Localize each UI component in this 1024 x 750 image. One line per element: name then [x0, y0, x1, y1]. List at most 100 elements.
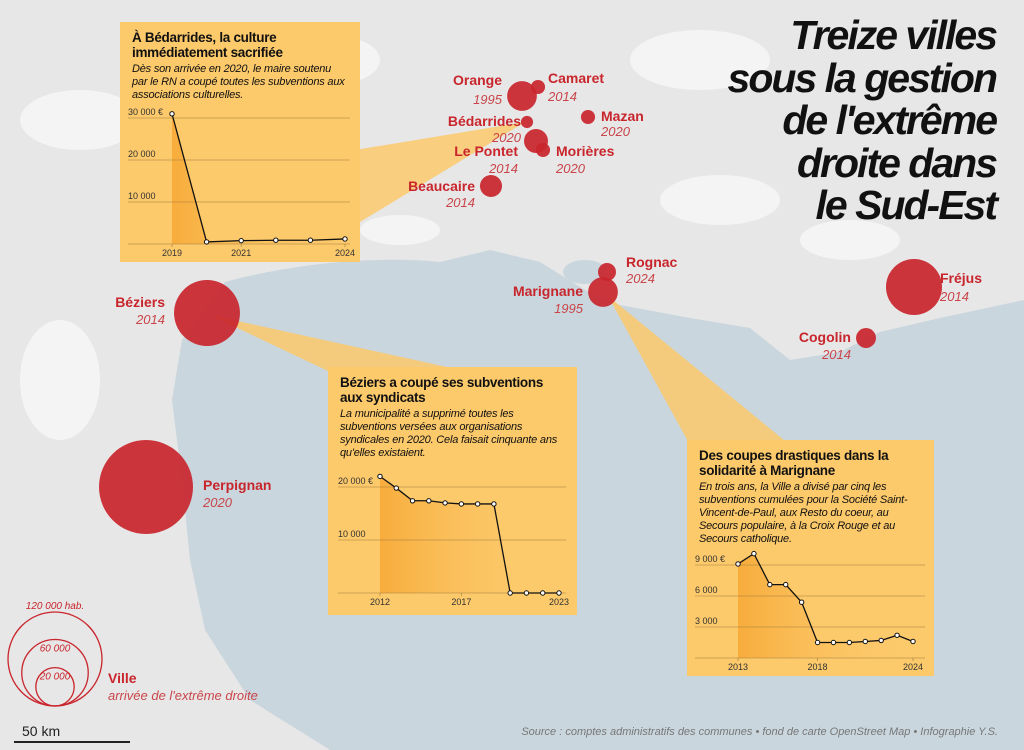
data-point — [474, 501, 481, 507]
city-year: 2020 — [555, 161, 586, 176]
y-tick-label: 6 000 — [695, 585, 718, 595]
area-fill — [380, 476, 559, 593]
title-line: Treize villes — [790, 12, 998, 58]
city-bubble — [174, 280, 240, 346]
data-point — [442, 500, 448, 506]
data-point — [273, 237, 279, 243]
callout-card: Des coupes drastiques dans la solidarité… — [687, 440, 934, 676]
data-point — [307, 237, 314, 243]
data-point — [814, 639, 821, 646]
y-tick-label: 20 000 — [128, 149, 156, 159]
data-point — [735, 561, 741, 567]
data-point — [393, 485, 399, 491]
card-text: En trois ans, la Ville a divisé par cinq… — [699, 481, 908, 545]
city-year: 1995 — [554, 301, 584, 316]
x-tick-label: 2023 — [549, 597, 569, 607]
city-name: Fréjus — [940, 270, 982, 286]
city-year: 2014 — [445, 195, 475, 210]
city-name: Cogolin — [799, 329, 851, 345]
data-line — [737, 552, 914, 644]
callout-card: À Bédarrides, la culture immédiatement s… — [120, 22, 360, 262]
city-name: Mazan — [601, 108, 644, 124]
scale-label: 50 km — [22, 723, 60, 739]
y-tick-label: 10 000 — [338, 529, 366, 539]
callout-wedge — [608, 296, 790, 445]
city-bubble — [507, 81, 537, 111]
y-tick-label: 10 000 — [128, 191, 156, 201]
city-year: 2014 — [821, 347, 851, 362]
data-line — [171, 113, 346, 243]
city-year: 2014 — [939, 289, 969, 304]
callout-wedge — [355, 122, 525, 225]
legend-year: arrivée de l'extrême droite — [108, 688, 258, 703]
city-name: Orange — [453, 72, 502, 88]
data-point — [523, 590, 530, 596]
etang-de-berre — [563, 260, 607, 284]
city-name: Bédarrides — [448, 113, 521, 129]
card-text: Dès son arrivée en 2020, le maire souten… — [132, 63, 345, 101]
data-line — [379, 475, 559, 594]
city-name: Camaret — [548, 70, 604, 86]
city-name: Morières — [556, 143, 615, 159]
data-point — [458, 501, 465, 507]
data-point — [910, 638, 916, 645]
y-tick-label: 20 000 € — [338, 476, 373, 486]
data-point — [169, 111, 175, 117]
data-point — [767, 581, 773, 588]
city-name: Marignane — [513, 283, 583, 299]
title-line: sous la gestion — [727, 54, 998, 101]
y-tick-label: 3 000 — [695, 616, 718, 626]
legend-label: 20 000 — [39, 672, 71, 683]
data-point — [556, 590, 562, 596]
legend-label: 120 000 hab. — [26, 601, 84, 612]
x-tick-label: 2024 — [903, 662, 923, 672]
city-name: Perpignan — [203, 477, 271, 493]
city-year: 2020 — [491, 130, 522, 145]
city-name: Le Pontet — [454, 143, 518, 159]
city-year: 2020 — [202, 495, 233, 510]
city-bubble — [598, 263, 616, 281]
x-tick-label: 2024 — [335, 248, 355, 258]
data-point — [540, 590, 546, 596]
x-tick-label: 2018 — [808, 662, 828, 672]
title-line: le Sud-Est — [815, 182, 998, 228]
cities: Orange1995Camaret2014Mazan2020Bédarrides… — [99, 70, 982, 534]
x-tick-label: 2021 — [231, 248, 251, 258]
city-year: 2020 — [600, 124, 631, 139]
x-tick-label: 2013 — [728, 662, 748, 672]
source: Source : comptes administratifs des comm… — [521, 726, 998, 738]
area-fill — [172, 113, 345, 244]
card-text: La municipalité a supprimé toutes les su… — [340, 408, 558, 459]
y-tick-label: 30 000 € — [128, 107, 163, 117]
city-bubble — [580, 109, 596, 125]
card-title: Béziers a coupé ses subventions aux synd… — [340, 375, 544, 405]
city-bubble — [530, 79, 546, 95]
callout-wedges — [210, 122, 790, 445]
city-bubble — [856, 328, 876, 348]
x-tick-label: 2019 — [162, 248, 182, 258]
city-bubble — [520, 115, 534, 129]
data-point — [846, 639, 853, 646]
city-year: 2014 — [135, 312, 165, 327]
city-bubble — [885, 258, 943, 316]
city-year: 2014 — [488, 161, 518, 176]
legend: 120 000 hab. 60 000 20 000 Ville arrivée de … — [7, 601, 258, 707]
data-point — [862, 638, 868, 645]
data-point — [238, 237, 244, 244]
legend-circle — [35, 666, 75, 707]
title-line: de l'extrême — [782, 97, 998, 143]
city-year: 1995 — [473, 92, 503, 107]
city-name: Béziers — [115, 294, 165, 310]
data-point — [783, 581, 789, 588]
data-point — [491, 501, 497, 507]
city-year: 2014 — [547, 89, 577, 104]
data-point — [878, 637, 884, 644]
x-tick-label: 2012 — [370, 597, 390, 607]
data-point — [830, 639, 837, 646]
data-point — [426, 498, 432, 504]
data-point — [342, 236, 348, 242]
city-bubble — [535, 142, 551, 158]
x-tick-label: 2017 — [451, 597, 471, 607]
